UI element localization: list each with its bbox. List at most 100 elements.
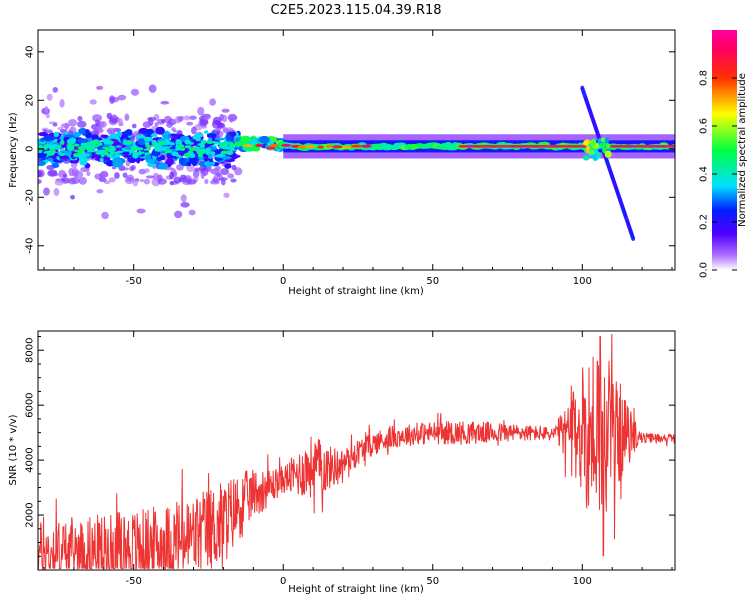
disturbance-blob <box>604 150 612 159</box>
noise-halo-blob <box>94 119 101 125</box>
noise-halo-blob <box>130 88 140 96</box>
noise-halo-blob <box>147 116 157 122</box>
noise-halo-blob <box>204 178 209 185</box>
noise-halo-blob <box>212 116 222 125</box>
noise-core-blob <box>144 152 152 155</box>
noise-blob <box>229 131 237 137</box>
band-hot-blob <box>255 143 264 147</box>
noise-halo-blob <box>92 114 103 122</box>
colorbar-tick-label: 0.6 <box>699 118 710 134</box>
band-hot-blob <box>361 144 372 148</box>
noise-halo-blob <box>136 208 146 214</box>
colorbar-ticks: 0.0 0.2 0.4 0.6 0.8 <box>699 70 737 278</box>
noise-core-blob <box>73 152 82 157</box>
band-hot-blob <box>332 145 343 149</box>
noise-core-blob <box>133 153 139 159</box>
noise-halo-blob <box>77 120 87 128</box>
noise-core-blob <box>146 147 151 151</box>
noise-halo-blob <box>166 121 173 128</box>
noise-halo-blob <box>221 114 228 123</box>
band-hot-blob <box>304 144 316 148</box>
spectrogram-marks <box>38 84 675 241</box>
disturbance-blob <box>605 143 611 150</box>
noise-core-blob <box>206 140 214 144</box>
transition-blob <box>240 135 252 144</box>
noise-core-blob <box>59 140 65 146</box>
noise-halo-blob <box>223 192 230 198</box>
noise-halo-blob <box>96 85 104 90</box>
noise-halo-blob <box>190 126 197 135</box>
noise-blob <box>77 138 89 144</box>
noise-halo-blob <box>122 172 128 178</box>
noise-core-blob <box>218 154 226 157</box>
noise-core-blob <box>200 139 207 144</box>
noise-blob <box>78 127 88 135</box>
bottom-y-axis-label: SNR (10 * v/v) <box>8 414 19 485</box>
band-core-blob <box>670 145 675 148</box>
noise-blob <box>155 126 165 135</box>
noise-halo-blob <box>59 99 65 108</box>
noise-halo-blob <box>173 176 182 184</box>
band-hot-blob <box>242 144 253 148</box>
noise-core-blob <box>82 153 87 157</box>
noise-halo-blob <box>163 115 172 124</box>
noise-blob <box>53 131 60 138</box>
noise-halo-blob <box>103 180 111 184</box>
noise-blob <box>160 154 165 161</box>
noise-halo-blob <box>68 177 77 185</box>
noise-core-blob <box>110 150 115 156</box>
noise-core-blob <box>66 145 75 151</box>
noise-halo-blob <box>218 177 228 181</box>
noise-core-blob <box>73 143 80 147</box>
noise-core-blob <box>41 141 46 145</box>
noise-halo-blob <box>180 194 187 203</box>
noise-blob <box>51 162 60 169</box>
top-axis-ticks: -50 0 50 100 -40 -20 0 20 40 <box>25 30 675 287</box>
noise-halo-blob <box>114 172 120 179</box>
noise-halo-blob <box>179 115 184 121</box>
noise-halo-blob <box>77 115 83 122</box>
band-hot-blob <box>342 145 352 149</box>
snr-series-line <box>38 333 675 570</box>
noise-halo-blob <box>183 115 191 121</box>
noise-blob <box>206 161 213 166</box>
noise-halo-blob <box>131 123 137 129</box>
noise-core-blob <box>49 147 55 153</box>
noise-halo-blob <box>142 121 150 128</box>
noise-halo-blob <box>126 174 135 182</box>
noise-core-blob <box>87 149 94 152</box>
noise-core-blob <box>66 139 72 145</box>
bottom-x-axis-label: Height of straight line (km) <box>288 584 424 595</box>
noise-halo-blob <box>43 187 50 196</box>
noise-blob <box>188 156 197 164</box>
bottom-x-tick-label: 100 <box>573 576 592 587</box>
noise-halo-blob <box>89 99 97 105</box>
noise-blob <box>79 156 88 163</box>
noise-blob <box>170 133 178 137</box>
noise-halo-blob <box>229 117 234 123</box>
top-y-axis-label: Frequency (Hz) <box>8 112 19 188</box>
colorbar <box>712 30 737 270</box>
noise-halo-blob <box>129 165 135 172</box>
noise-blob <box>204 130 209 134</box>
noise-core-blob <box>226 150 234 156</box>
noise-core-blob <box>161 147 167 151</box>
noise-halo-blob <box>143 178 151 185</box>
top-x-axis-label: Height of straight line (km) <box>288 286 424 297</box>
noise-core-blob <box>145 144 151 148</box>
bottom-y-tick-label: 6000 <box>25 392 36 417</box>
noise-blob <box>175 139 182 145</box>
band-hot-blob <box>325 144 334 148</box>
noise-core-blob <box>107 140 114 145</box>
noise-halo-blob <box>117 94 127 101</box>
noise-halo-blob <box>209 179 220 185</box>
band-hot-blob <box>317 145 324 149</box>
noise-halo-blob <box>139 178 145 183</box>
noise-core-blob <box>165 150 170 154</box>
top-x-tick-label: 50 <box>426 276 439 287</box>
noise-core-blob <box>171 151 179 157</box>
noise-core-blob <box>108 145 116 149</box>
noise-blob <box>195 133 204 138</box>
noise-core-blob <box>139 151 145 154</box>
noise-core-blob <box>59 149 66 152</box>
